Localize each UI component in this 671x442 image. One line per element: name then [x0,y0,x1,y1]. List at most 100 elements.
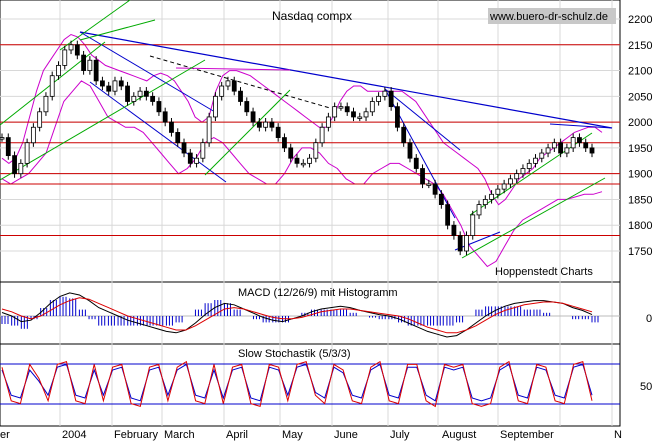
price-bar-body [74,44,80,56]
stochastic-title: Slow Stochastik (5/3/3) [238,348,351,360]
price-bar-body [489,193,494,200]
price-bar-body [206,116,212,144]
price-bar-body [56,65,61,77]
trendline-dashed-resistance [149,55,331,109]
price-bar-body [526,162,532,169]
upper-bollinger-band [1,33,603,206]
price-bar-body [533,157,538,164]
price-bar-body [438,193,444,206]
source-credit: Hoppenstedt Charts [495,266,593,278]
price-bar-body [49,75,55,97]
y-tick-label: 2200 [628,14,652,26]
trendline-june-resistance [384,88,461,151]
price-bar-body [451,224,457,236]
price-bar-body [514,173,520,180]
price-bar-body [181,142,187,154]
y-tick-label: 2000 [628,117,652,129]
price-bar-body [213,95,218,118]
x-tick-label: May [282,429,303,441]
x-axis-labels: 2004 February March April May June July August S… [0,429,622,441]
price-bar-body [570,137,576,149]
price-bar-body [470,214,476,236]
price-bar-body [363,111,369,118]
price-bar-body [369,101,375,113]
x-tick-label: September [500,429,554,441]
price-bar-body [62,49,68,66]
price-bar-body [156,101,162,113]
price-bar-body [275,126,281,138]
x-tick-label: April [226,429,248,441]
price-bar-body [464,235,469,252]
x-tick-label: 2004 [62,429,86,441]
y-tick-label: 2050 [628,91,652,103]
price-bar-body [200,142,206,159]
price-bar-body [219,85,225,97]
price-bar-body [87,59,93,71]
price-bar-body [112,80,118,92]
price-bar-body [476,204,482,216]
trendline-channel-upper [79,31,216,113]
price-bar-body [81,54,86,71]
y-tick-label: 2150 [628,40,652,52]
website-badge [488,8,616,24]
price-bar-body [150,95,156,102]
price-bar-body [357,116,363,119]
chart-title: Nasdaq compx [272,9,352,23]
price-bar-body [558,142,564,154]
x-tick-label: August [442,429,476,441]
bollinger-bands [1,33,603,268]
macd-y-tick-label: 0 [646,313,652,325]
trendline-channel-lower [89,81,227,183]
green-channel-1d [0,59,206,181]
price-bar-body [313,142,319,159]
x-tick-label: February [114,429,159,441]
price-bar-body [577,137,582,144]
price-bar-body [319,126,325,144]
website-label: www.buero-dr-schulz.de [489,11,608,23]
price-bar-body [395,106,400,128]
price-bar-body [263,121,269,128]
price-bar-body [564,147,570,154]
price-bar-body [194,157,199,164]
price-bar-body [30,126,36,144]
price-bar-body [68,44,74,51]
price-bar-body [501,183,507,190]
price-bar-body [420,168,425,185]
price-bar-body [426,183,432,186]
price-bar-body [169,121,174,133]
y-tick-label: 2100 [628,66,652,78]
price-bar-body [250,111,256,123]
price-bar-body [332,106,338,118]
price-bar-body [256,121,262,128]
price-bar-body [495,188,501,195]
price-bar-body [300,162,306,166]
price-bar-body [388,90,394,108]
stochastic-y-tick-label: 50 [640,381,652,393]
price-bar-body [143,90,149,97]
price-bar-body [162,111,168,123]
y-tick-label: 1900 [628,169,652,181]
price-bar-body [137,90,143,97]
price-bar-body [401,126,407,144]
green-channel-1a [59,0,131,51]
price-bar-body [18,162,24,175]
price-bar-body [382,90,388,97]
price-bar-body [325,116,331,128]
price-bar-body [376,95,381,102]
price-bar-body [131,95,137,102]
price-bar-body [225,80,231,87]
price-bar-body [539,152,545,159]
price-bar-body [508,178,513,185]
lower-bollinger-band [1,80,603,268]
y-tick-label: 1950 [628,143,652,155]
price-bar-body [589,147,595,154]
price-bar-body [231,80,237,92]
trendline-september-upper [549,123,613,129]
price-bar-body [445,204,451,226]
price-bar-body [187,152,193,164]
green-channel-3a [461,177,606,259]
trendline-resistance-major [79,31,613,129]
price-bar-body [269,121,275,128]
price-bar-body [520,168,526,175]
price-bar-body [432,183,438,195]
